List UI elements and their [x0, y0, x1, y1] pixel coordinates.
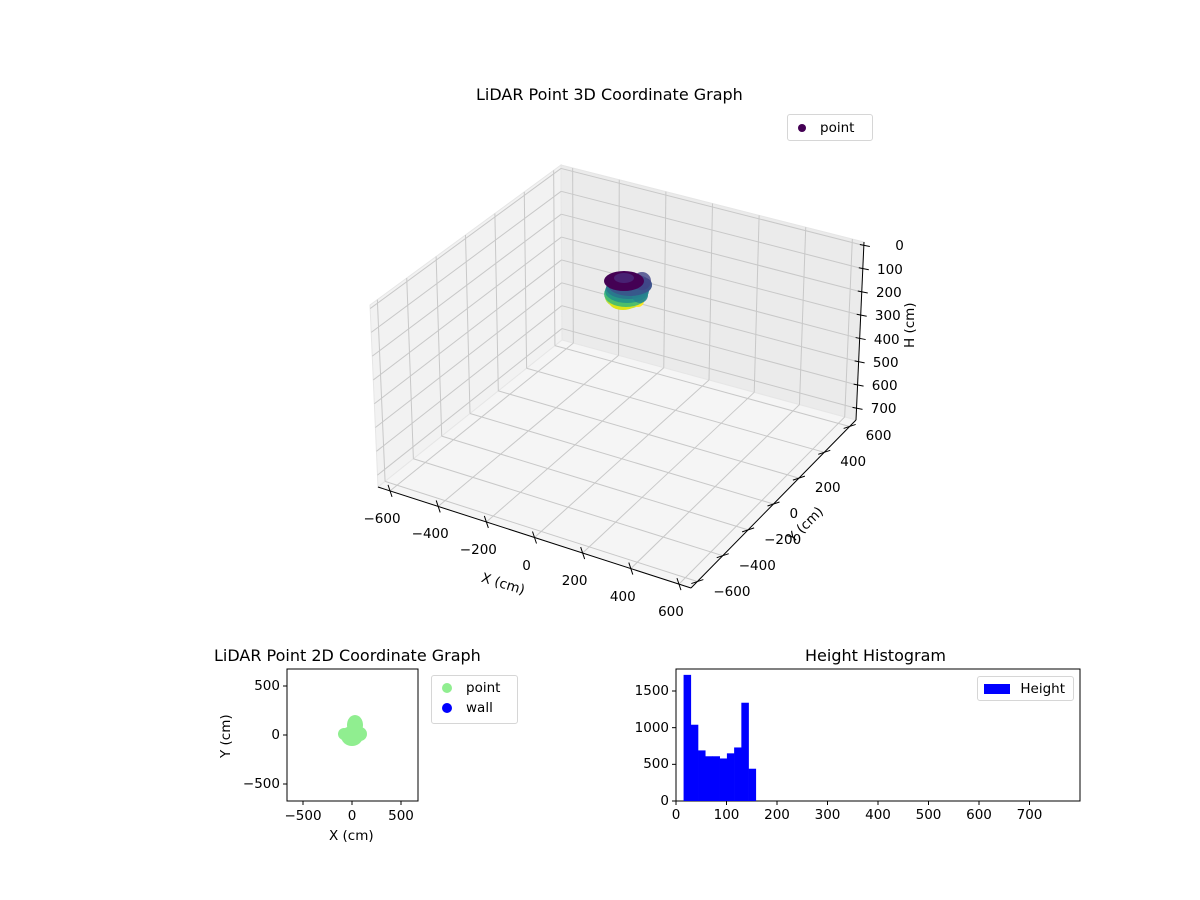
chart3d-point-cluster [604, 271, 652, 310]
histogram-bar [748, 768, 757, 801]
histogram-bar [712, 756, 720, 801]
chart3d-ytick: 600 [865, 428, 892, 445]
chart3d-ztick: 0 [895, 238, 904, 255]
histogram-bar [719, 758, 728, 801]
chart2d-ylabel: Y (cm) [218, 714, 234, 758]
histogram-xtick: 100 [713, 807, 740, 823]
histogram-bar [698, 750, 706, 801]
chart3d-ytick: 400 [840, 454, 867, 471]
chart2d-ytick: 0 [271, 727, 280, 743]
histogram-bar [705, 756, 713, 801]
histogram-xtick: 700 [1016, 807, 1043, 823]
histogram-bars [683, 674, 757, 801]
chart3d-legend: point [787, 114, 873, 141]
chart3d-xtick: 0 [522, 557, 531, 574]
chart3d-gridlines [369, 167, 864, 585]
chart2d-ytick: 500 [254, 678, 280, 694]
chart3d-ytick: 0 [789, 506, 799, 522]
histogram-xtick: 300 [814, 807, 841, 823]
chart2d-xtick: 0 [347, 808, 357, 824]
chart3d-ytick: −600 [713, 583, 751, 600]
legend-item-point: point [432, 678, 517, 698]
chart2d-xtick: 500 [388, 808, 414, 824]
histogram-bar [726, 753, 735, 801]
chart3d-ztick: 400 [873, 331, 900, 348]
chart2d-xlabel: X (cm) [329, 828, 374, 844]
chart3d-ztick: 600 [871, 378, 898, 395]
histogram-xtick: 500 [915, 807, 942, 823]
chart2d-ytick: −500 [242, 776, 280, 792]
chart3d-title: LiDAR Point 3D Coordinate Graph [476, 85, 743, 104]
legend-label: Height [1020, 680, 1065, 697]
histogram-xtick: 0 [671, 807, 681, 823]
histogram-xtick: 400 [865, 807, 891, 823]
histogram-bar [683, 674, 692, 801]
chart2d-point-cluster [338, 715, 367, 746]
legend-item-point: point [788, 115, 872, 140]
histogram-xtick: 200 [764, 807, 790, 823]
chart3d-xtick: −600 [363, 510, 401, 527]
histogram-bar [690, 724, 699, 801]
chart3d-xtick: 600 [658, 604, 684, 621]
histogram-ytick: 0 [660, 793, 669, 809]
histogram-ytick: 1500 [634, 683, 669, 699]
chart3d-ztick: 700 [870, 401, 897, 418]
chart3d-ytick: −400 [738, 557, 776, 574]
chart3d-xtick: 200 [561, 573, 588, 590]
chart2d-axes [283, 668, 419, 805]
chart3d-ztick: 300 [874, 308, 901, 325]
chart2d-legend: point wall [431, 675, 518, 724]
legend-label: wall [466, 700, 493, 716]
histogram-bar [741, 702, 749, 801]
chart3d-zlabel: H (cm) [902, 302, 918, 348]
chart2d-title: LiDAR Point 2D Coordinate Graph [214, 646, 481, 665]
legend-label: point [820, 119, 855, 136]
histogram-ytick: 1000 [634, 719, 669, 736]
chart2d-xtick: −500 [284, 808, 322, 824]
chart3d-ticks [387, 243, 870, 591]
chart3d-xtick: 400 [609, 588, 636, 605]
legend-marker-height [984, 683, 1011, 694]
legend-marker-wall [442, 703, 452, 713]
legend-item-height: Height [978, 677, 1073, 700]
chart3d-ztick: 200 [875, 285, 902, 302]
histogram-title: Height Histogram [805, 646, 946, 665]
histogram-xtick: 600 [966, 807, 992, 823]
legend-item-wall: wall [432, 698, 517, 718]
chart3d-xtick: −200 [459, 541, 497, 558]
histogram-ytick: 500 [643, 756, 669, 773]
chart3d-ytick: 200 [814, 480, 841, 497]
chart3d-ztick: 500 [872, 354, 899, 371]
legend-marker-point [798, 123, 806, 132]
chart3d-ytick: −200 [764, 531, 802, 548]
legend-marker-point [442, 683, 452, 693]
histogram-bar [734, 747, 742, 801]
legend-label: point [466, 680, 501, 696]
histogram-legend: Height [977, 676, 1074, 701]
chart3d-ztick: 100 [877, 261, 903, 278]
chart3d-xtick: −400 [411, 526, 449, 543]
